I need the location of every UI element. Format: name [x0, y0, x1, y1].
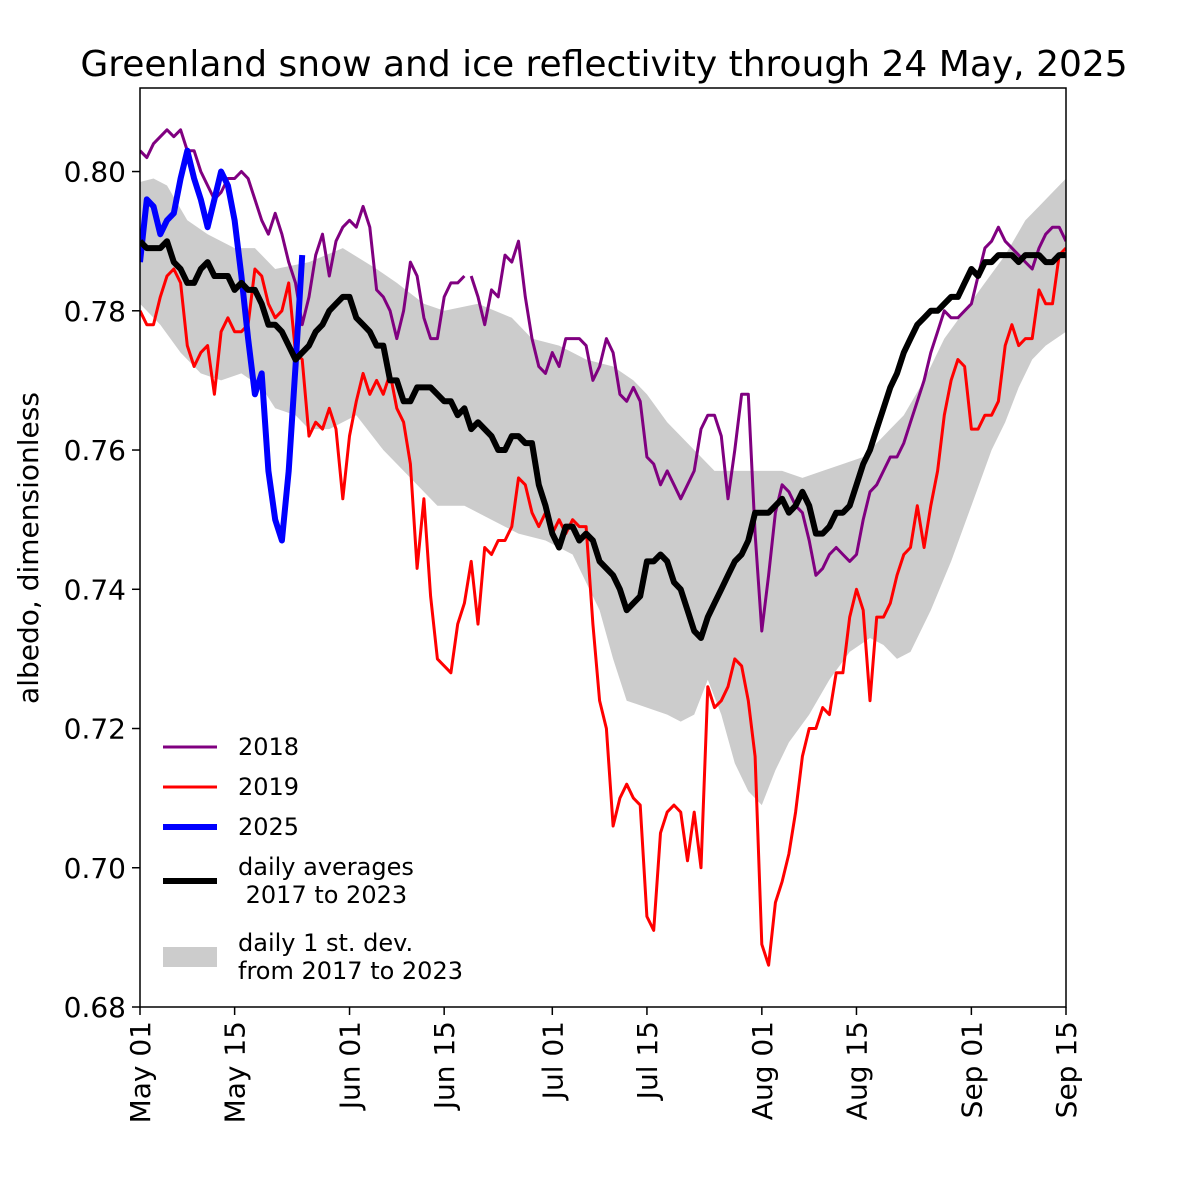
y-tick-label: 0.74: [64, 573, 126, 606]
series-line-daily-averages: [140, 238, 1066, 641]
y-tick-label: 0.76: [64, 434, 126, 467]
x-tick-label: May 01: [124, 1021, 157, 1123]
x-tick-label: May 15: [219, 1021, 252, 1123]
x-tick-label: Aug 15: [840, 1021, 873, 1120]
legend-label-2025: 2025: [238, 813, 299, 841]
x-tick-label: Sep 15: [1050, 1021, 1083, 1118]
y-tick-label: 0.68: [64, 991, 126, 1024]
legend-label-2018: 2018: [238, 733, 299, 761]
legend-label-2019: 2019: [238, 773, 299, 801]
y-tick-label: 0.70: [64, 852, 126, 885]
x-tick-label: Jul 15: [631, 1021, 664, 1101]
legend: 2018 2019 2025 daily averages 2017 to 2023 d…: [163, 733, 463, 985]
x-tick-label: Aug 01: [746, 1021, 779, 1120]
chart-title: Greenland snow and ice reflectivity thro…: [80, 44, 1127, 85]
x-tick-label: Sep 01: [955, 1021, 988, 1118]
y-tick-label: 0.80: [64, 156, 126, 189]
series-line-2025: [140, 147, 306, 544]
series-line-2018-1: [140, 128, 466, 341]
y-axis-label: albedo, dimensionless: [12, 392, 45, 704]
legend-label-daily-1-st-dev-: daily 1 st. dev. from 2017 to 2023: [238, 929, 463, 985]
series-line-2018-2: [469, 225, 1066, 633]
y-tick-label: 0.72: [64, 713, 126, 746]
legend-swatch-daily-1-st-dev-: [163, 947, 217, 967]
y-tick-label: 0.78: [64, 295, 126, 328]
legend-label-daily-averages: daily averages 2017 to 2023: [238, 853, 414, 909]
x-tick-label: Jun 01: [334, 1021, 367, 1111]
plot-area: [140, 128, 1066, 967]
plot-frame: [139, 87, 1067, 1008]
x-tick-label: Jul 01: [536, 1021, 569, 1101]
x-tick-label: Jun 15: [428, 1021, 461, 1111]
